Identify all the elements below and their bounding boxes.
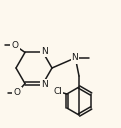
Text: N: N — [41, 80, 48, 89]
Text: O: O — [14, 88, 20, 97]
Text: N: N — [41, 47, 48, 56]
Text: Cl: Cl — [53, 88, 62, 97]
Text: N: N — [72, 54, 78, 62]
Text: O: O — [11, 41, 19, 50]
